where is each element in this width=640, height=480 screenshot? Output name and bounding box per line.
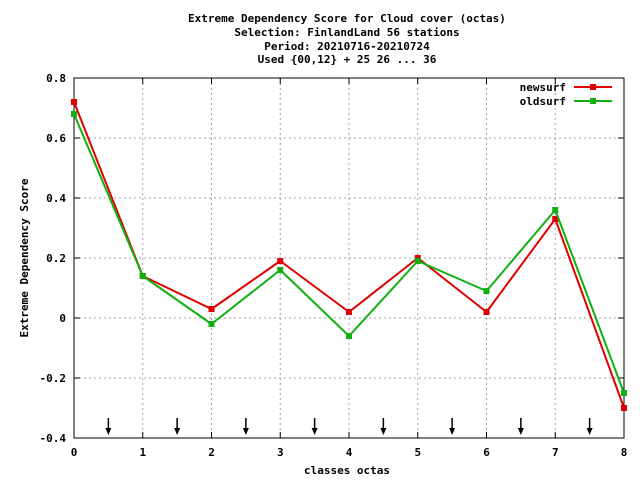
arrow-marker-head	[105, 428, 112, 435]
data-point-newsurf	[621, 405, 627, 411]
x-axis-ticks: 0 1 2 3 4 5 6 7 8	[71, 78, 628, 459]
data-point-oldsurf	[552, 207, 559, 213]
data-point-newsurf	[277, 258, 284, 264]
arrow-marker-head	[311, 428, 318, 435]
data-point-newsurf	[552, 216, 559, 222]
y-tick-label: 0.4	[46, 192, 66, 205]
title-line-3: Period: 20210716-20210724	[264, 40, 430, 53]
arrow-marker-head	[242, 428, 249, 435]
data-point-oldsurf	[414, 258, 421, 264]
data-point-newsurf	[71, 99, 77, 105]
series-group	[71, 99, 627, 411]
grid-lines	[74, 78, 624, 438]
x-axis-label: classes octas	[304, 464, 390, 477]
data-point-oldsurf	[139, 273, 146, 279]
y-tick-label: 0	[59, 312, 66, 325]
title-line-1: Extreme Dependency Score for Cloud cover…	[188, 12, 506, 25]
legend-label-newsurf: newsurf	[520, 81, 566, 94]
y-tick-label: 0.2	[46, 252, 66, 265]
x-tick-label: 1	[139, 446, 146, 459]
y-tick-label: 0.8	[46, 72, 66, 85]
x-tick-label: 5	[414, 446, 421, 459]
arrow-marker-head	[380, 428, 387, 435]
data-point-oldsurf	[208, 321, 215, 327]
y-tick-label: -0.4	[40, 432, 67, 445]
title-line-2: Selection: FinlandLand 56 stations	[234, 26, 459, 39]
x-tick-label: 2	[208, 446, 215, 459]
data-point-newsurf	[483, 309, 490, 315]
x-tick-label: 0	[71, 446, 78, 459]
legend: newsurf oldsurf	[520, 81, 612, 108]
x-tick-label: 4	[346, 446, 353, 459]
x-tick-label: 6	[483, 446, 490, 459]
arrow-marker-head	[586, 428, 593, 435]
y-tick-label: -0.2	[40, 372, 67, 385]
chart-title: Extreme Dependency Score for Cloud cover…	[188, 12, 506, 66]
data-point-oldsurf	[277, 267, 284, 273]
arrow-marker-head	[174, 428, 181, 435]
data-point-oldsurf	[71, 111, 77, 117]
x-tick-label: 3	[277, 446, 284, 459]
x-tick-label: 8	[621, 446, 628, 459]
legend-label-oldsurf: oldsurf	[520, 95, 566, 108]
data-point-oldsurf	[483, 288, 490, 294]
title-line-4: Used {00,12} + 25 26 ... 36	[258, 53, 437, 66]
data-point-oldsurf	[346, 333, 352, 339]
x-tick-label: 7	[552, 446, 559, 459]
legend-marker-newsurf	[590, 84, 596, 90]
y-axis-ticks: -0.4 -0.2 0 0.2 0.4 0.6 0.8	[40, 72, 624, 445]
arrow-marker-head	[449, 428, 456, 435]
data-point-newsurf	[346, 309, 352, 315]
legend-marker-oldsurf	[590, 98, 596, 104]
y-axis-label: Extreme Dependency Score	[18, 178, 31, 337]
data-point-newsurf	[208, 306, 215, 312]
arrow-marker-head	[517, 428, 524, 435]
y-tick-label: 0.6	[46, 132, 66, 145]
arrow-markers	[105, 418, 593, 435]
data-point-oldsurf	[621, 390, 627, 396]
